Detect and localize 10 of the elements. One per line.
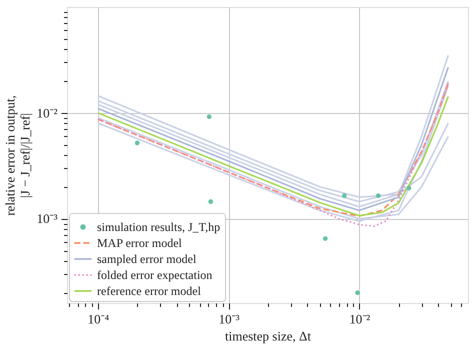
legend-label: MAP error model xyxy=(97,236,183,250)
y-axis-title: relative error in output, |J − J_ref|/|J_ref| xyxy=(2,95,33,216)
x-tick-label: 10⁻² xyxy=(349,312,370,326)
x-axis-title: timestep size, Δt xyxy=(225,328,312,344)
x-tick-label: 10⁻³ xyxy=(218,312,240,326)
legend-label: reference error model xyxy=(97,284,202,298)
legend-label: sampled error model xyxy=(97,252,197,266)
x-tick-label: 10⁻⁴ xyxy=(88,312,110,326)
legend-label: folded error expectation xyxy=(97,268,212,282)
legend-label: simulation results, J_T,hp xyxy=(97,220,220,234)
